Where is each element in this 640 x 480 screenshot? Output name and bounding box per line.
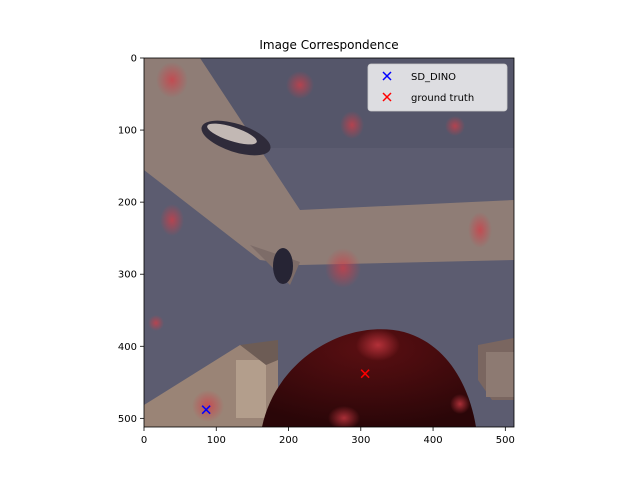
- x-tick-label: 300: [351, 435, 370, 446]
- x-tick-label: 0: [141, 435, 147, 446]
- y-tick-label: 0: [131, 54, 137, 65]
- x-tick-label: 100: [207, 435, 226, 446]
- y-tick-label: 100: [118, 126, 137, 137]
- x-tick-label: 400: [424, 435, 443, 446]
- legend-label: SD_DINO: [411, 72, 456, 83]
- marker-ground-truth: [360, 369, 370, 379]
- background-image: [144, 58, 514, 427]
- x-axis: 0 100 200 300 400 500: [141, 427, 515, 446]
- y-axis: 0 100 200 300 400 500: [118, 54, 144, 425]
- marker-sd-dino: [201, 405, 211, 415]
- y-tick-label: 400: [118, 342, 137, 353]
- y-tick-label: 500: [118, 414, 137, 425]
- y-tick-label: 300: [118, 270, 137, 281]
- legend-marker: [382, 71, 392, 81]
- legend-label: ground truth: [411, 93, 474, 104]
- x-tick-label: 200: [279, 435, 298, 446]
- plot-markers: [201, 369, 370, 415]
- y-tick-label: 200: [118, 198, 137, 209]
- x-tick-label: 500: [496, 435, 515, 446]
- chart-title: Image Correspondence: [259, 38, 398, 52]
- legend-marker: [382, 92, 392, 102]
- axes-frame: [143, 57, 515, 428]
